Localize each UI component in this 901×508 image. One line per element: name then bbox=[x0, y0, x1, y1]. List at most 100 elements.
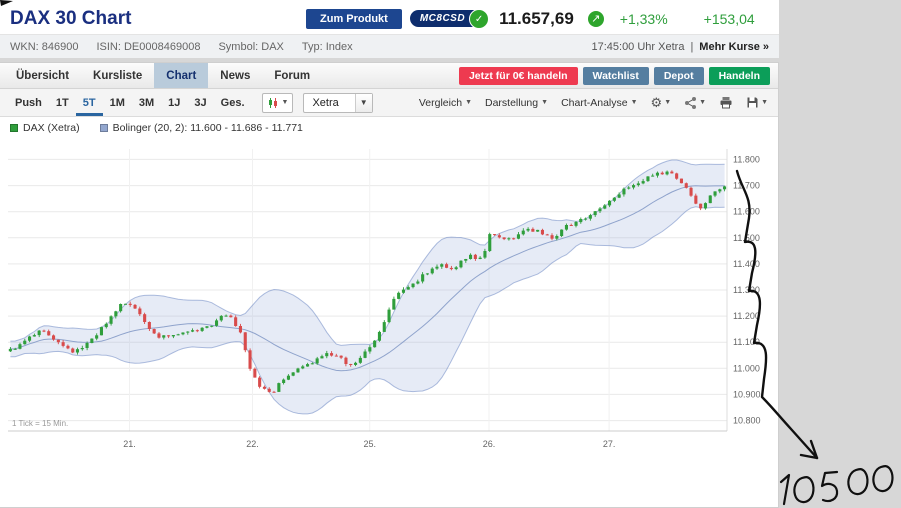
candles-group bbox=[8, 170, 727, 393]
section-nav: Übersicht Kursliste Chart News Forum Jet… bbox=[0, 63, 778, 89]
period-ges[interactable]: Ges. bbox=[220, 96, 245, 109]
chevron-down-icon: ▼ bbox=[541, 99, 549, 106]
exchange-select[interactable]: Xetra ▼ bbox=[303, 92, 373, 113]
y-tick-label: 11.400 bbox=[733, 259, 760, 269]
period-1m[interactable]: 1M bbox=[109, 96, 125, 109]
typ-label: Typ: Index bbox=[301, 40, 353, 53]
chart-type-button[interactable]: ▼ bbox=[261, 92, 294, 113]
vergleich-menu-label: Vergleich bbox=[418, 96, 463, 109]
x-tick-label: 21. bbox=[123, 439, 136, 449]
chevron-down-icon: ▼ bbox=[699, 99, 707, 106]
chart-toolbar: Push 1T 5T 1M 3M 1J 3J Ges. ▼ bbox=[0, 89, 778, 117]
x-tick-label: 27. bbox=[603, 439, 616, 449]
tab-kursliste[interactable]: Kursliste bbox=[93, 69, 143, 82]
settings-button[interactable]: ⚙ ▼ bbox=[651, 96, 672, 109]
quote-time: 17:45:00 Uhr Xetra bbox=[591, 40, 685, 53]
tab-chart[interactable]: Chart bbox=[154, 63, 209, 88]
digit-0 bbox=[872, 465, 894, 493]
hand-drawn-arrowhead bbox=[799, 439, 819, 460]
vergleich-menu[interactable]: Vergleich ▼ bbox=[419, 97, 472, 109]
change-absolute: +153,04 bbox=[703, 10, 755, 27]
y-tick-label: 11.500 bbox=[733, 233, 760, 243]
tab-uebersicht[interactable]: Übersicht bbox=[16, 69, 70, 82]
legend-bollinger: Bolinger (20, 2): 11.600 - 11.686 - 11.7… bbox=[99, 122, 303, 134]
section-tabs: Übersicht Kursliste Chart News Forum bbox=[4, 63, 322, 88]
digit-5 bbox=[820, 470, 839, 503]
instrument-header-top: DAX 30 Chart Zum Produkt MC8CSD ✓ 11.657… bbox=[0, 0, 779, 34]
period-5t[interactable]: 5T bbox=[76, 89, 103, 116]
x-tick-label: 26. bbox=[483, 439, 496, 449]
print-button[interactable] bbox=[719, 96, 733, 109]
y-tick-label: 10.900 bbox=[733, 389, 761, 399]
dax-series-swatch bbox=[10, 124, 18, 132]
tab-forum[interactable]: Forum bbox=[274, 69, 311, 82]
period-push[interactable]: Push bbox=[15, 96, 42, 109]
tick-note: 1 Tick = 15 Min. bbox=[12, 419, 68, 428]
change-percent: +1,33% bbox=[619, 10, 668, 27]
y-tick-label: 11.600 bbox=[733, 207, 760, 217]
chart-module: DAX (Xetra) Bolinger (20, 2): 11.600 - 1… bbox=[0, 117, 778, 470]
nodes-icon bbox=[685, 97, 697, 109]
chart-card: Übersicht Kursliste Chart News Forum Jet… bbox=[0, 62, 779, 508]
chevron-down-icon: ▼ bbox=[465, 99, 472, 106]
isin-label: ISIN: DE0008469008 bbox=[96, 40, 201, 53]
last-price: 11.657,69 bbox=[499, 8, 574, 28]
symbol-label: Symbol: DAX bbox=[218, 40, 284, 53]
digit-0 bbox=[793, 476, 815, 504]
chart-tools: Vergleich ▼ Darstellung ▼ Chart-Analyse … bbox=[419, 96, 770, 109]
candlestick-icon bbox=[268, 97, 277, 108]
darstellung-menu-label: Darstellung bbox=[485, 96, 539, 109]
mehr-kurse-link[interactable]: Mehr Kurse » bbox=[699, 40, 769, 53]
printer-icon bbox=[720, 97, 732, 109]
legend-dax: DAX (Xetra) bbox=[10, 122, 80, 134]
y-tick-label: 11.200 bbox=[733, 311, 760, 321]
separator: | bbox=[690, 40, 694, 53]
chevron-down-icon: ▼ bbox=[761, 99, 768, 106]
broker-badge[interactable]: MC8CSD ✓ bbox=[409, 9, 490, 29]
exchange-select-value: Xetra bbox=[312, 96, 339, 109]
period-3j[interactable]: 3J bbox=[194, 96, 207, 109]
floppy-disk-icon bbox=[747, 97, 758, 108]
chevron-down-icon: ▼ bbox=[630, 99, 638, 106]
y-tick-label: 11.800 bbox=[733, 154, 760, 164]
period-3m[interactable]: 3M bbox=[138, 96, 155, 109]
price-up-arrow-icon: ↗ bbox=[587, 10, 604, 27]
y-tick-label: 11.000 bbox=[733, 363, 760, 373]
header-action-buttons: Jetzt für 0€ handeln Watchlist Depot Han… bbox=[458, 66, 770, 85]
tab-news[interactable]: News bbox=[220, 69, 251, 82]
y-tick-label: 11.100 bbox=[733, 337, 760, 347]
indicators-button[interactable]: ▼ bbox=[684, 96, 706, 109]
chevron-down-icon: ▼ bbox=[664, 99, 672, 106]
wkn-label: WKN: 846900 bbox=[10, 40, 79, 53]
bollinger-band bbox=[10, 159, 725, 415]
digit-0 bbox=[847, 468, 869, 496]
darstellung-menu[interactable]: Darstellung ▼ bbox=[485, 97, 548, 109]
instrument-header: DAX 30 Chart Zum Produkt MC8CSD ✓ 11.657… bbox=[0, 0, 779, 58]
chart-analyse-menu-label: Chart-Analyse bbox=[561, 96, 628, 109]
handeln-button[interactable]: Handeln bbox=[708, 66, 770, 85]
save-button[interactable]: ▼ bbox=[746, 96, 768, 109]
period-1j[interactable]: 1J bbox=[168, 96, 181, 109]
x-tick-label: 25. bbox=[363, 439, 376, 449]
quote-time-area: 17:45:00 Uhr Xetra | Mehr Kurse » bbox=[591, 41, 769, 53]
gear-icon: ⚙ bbox=[650, 95, 663, 110]
depot-button[interactable]: Depot bbox=[653, 66, 704, 85]
period-1t[interactable]: 1T bbox=[55, 96, 69, 109]
trade-free-button[interactable]: Jetzt für 0€ handeln bbox=[458, 66, 578, 85]
price-chart[interactable]: 11.800 11.700 11.600 11.500 11.400 11.300 11.2… bbox=[0, 135, 778, 470]
watchlist-button[interactable]: Watchlist bbox=[582, 66, 649, 85]
y-tick-label: 11.300 bbox=[733, 285, 760, 295]
chart-legend: DAX (Xetra) Bolinger (20, 2): 11.600 - 1… bbox=[0, 117, 778, 135]
handwritten-10500 bbox=[779, 465, 894, 506]
chevron-down-icon: ▼ bbox=[354, 93, 372, 112]
broker-badge-label: MC8CSD bbox=[419, 13, 466, 24]
digit-1 bbox=[779, 473, 791, 506]
bollinger-label: Bolinger (20, 2): 11.600 - 11.686 - 11.7… bbox=[112, 122, 303, 134]
y-tick-label: 11.700 bbox=[733, 181, 760, 191]
bollinger-swatch bbox=[99, 124, 108, 132]
zum-produkt-button[interactable]: Zum Produkt bbox=[306, 8, 402, 29]
content-column: DAX 30 Chart Zum Produkt MC8CSD ✓ 11.657… bbox=[0, 0, 779, 508]
instrument-meta-bar: WKN: 846900 ISIN: DE0008469008 Symbol: D… bbox=[0, 34, 779, 58]
chart-analyse-menu[interactable]: Chart-Analyse ▼ bbox=[561, 97, 637, 109]
dax-series-label: DAX (Xetra) bbox=[23, 122, 80, 134]
